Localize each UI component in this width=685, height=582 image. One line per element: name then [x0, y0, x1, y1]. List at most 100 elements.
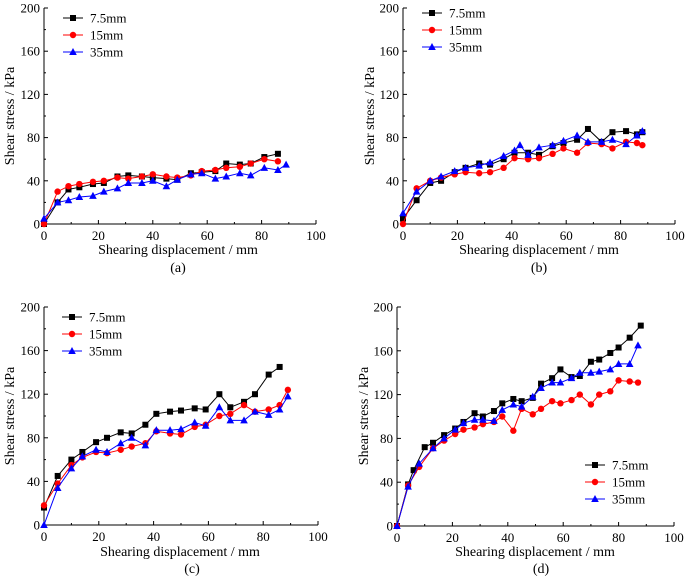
data-point: [471, 424, 478, 431]
data-point: [274, 150, 281, 157]
legend-label: 15mm: [449, 23, 482, 38]
y-tick-label: 80: [27, 130, 40, 145]
data-point: [54, 188, 61, 195]
data-point: [201, 421, 210, 429]
y-axis-label: Shear stress / kPa: [363, 66, 378, 165]
series-15mm: [399, 138, 646, 228]
data-point: [163, 173, 170, 180]
legend-entry: 35mm: [62, 344, 122, 359]
data-point: [162, 182, 171, 190]
data-point: [614, 359, 623, 367]
data-point: [549, 150, 556, 157]
data-point: [596, 391, 603, 398]
data-point: [76, 184, 83, 191]
data-point: [78, 452, 87, 460]
data-point: [103, 447, 111, 455]
data-point: [529, 411, 536, 418]
data-point: [633, 131, 641, 139]
panel-label: (b): [531, 261, 548, 276]
data-point: [568, 396, 575, 404]
data-point: [177, 425, 185, 433]
legend-label: 15mm: [612, 475, 645, 490]
data-point: [79, 448, 86, 455]
data-point: [138, 173, 146, 180]
data-point: [486, 168, 494, 176]
y-tick-label: 200: [21, 300, 41, 315]
data-point: [236, 163, 244, 170]
data-point: [451, 425, 459, 433]
data-point: [89, 178, 97, 186]
data-point: [479, 415, 487, 423]
data-point: [437, 172, 445, 180]
data-point: [274, 158, 282, 165]
data-point: [597, 137, 606, 145]
y-tick-label: 80: [27, 430, 40, 445]
data-point: [53, 483, 62, 491]
y-axis-label: Shear stress / kPa: [3, 366, 18, 465]
x-axis-label: Shearing displacement / mm: [459, 243, 619, 258]
data-point: [595, 367, 604, 375]
legend-entry: 35mm: [422, 40, 482, 55]
legend-entry: 35mm: [63, 45, 123, 60]
panel-label: (c): [184, 562, 200, 577]
series-line: [43, 389, 289, 506]
data-point: [166, 426, 174, 434]
y-tick-label: 40: [380, 475, 393, 490]
data-point: [216, 412, 223, 420]
series-35mm: [399, 127, 647, 217]
series-line: [396, 379, 639, 527]
data-point: [471, 410, 478, 417]
panel-label: (a): [170, 261, 186, 276]
legend-entry: 15mm: [63, 28, 123, 43]
data-point: [104, 434, 111, 441]
data-point: [426, 176, 434, 184]
chart-panel-a: 0 20 40 60 80 100 0 40 80 120 160 200 Shearing displ…: [3, 1, 326, 277]
data-point: [127, 433, 136, 441]
y-tick-label: 200: [21, 1, 41, 16]
data-point: [152, 426, 161, 434]
y-tick-label: 120: [380, 87, 400, 102]
x-tick-label: 100: [308, 529, 328, 544]
data-point: [574, 136, 581, 143]
data-point: [282, 160, 290, 168]
y-tick-label: 160: [21, 343, 41, 358]
data-point: [633, 139, 641, 147]
legend-entry: 7.5mm: [422, 6, 485, 21]
data-point: [65, 186, 72, 193]
data-point: [606, 365, 615, 373]
data-point: [475, 161, 483, 169]
data-point: [54, 472, 61, 479]
x-tick-label: 0: [394, 530, 401, 545]
legend-label: 7.5mm: [89, 310, 125, 325]
data-point: [573, 149, 581, 156]
data-point: [93, 439, 100, 446]
y-axis-label: Shear stress / kPa: [3, 66, 18, 165]
data-point: [549, 375, 556, 382]
data-point: [608, 135, 617, 143]
data-point: [173, 175, 182, 183]
y-tick-label: 80: [386, 130, 399, 145]
data-point: [284, 386, 292, 394]
x-tick-label: 40: [147, 529, 160, 544]
data-point: [511, 154, 518, 162]
data-point: [216, 391, 223, 398]
x-tick-label: 60: [201, 228, 214, 243]
y-tick-label: 160: [374, 343, 394, 358]
legend-entry: 15mm: [62, 327, 122, 342]
data-point: [623, 128, 630, 135]
data-point: [415, 459, 423, 467]
data-point: [510, 395, 517, 402]
data-point: [607, 388, 614, 395]
data-point: [212, 166, 219, 174]
data-point: [410, 467, 417, 474]
x-tick-label: 20: [451, 228, 464, 243]
chart-panel-c: 0 20 40 60 80 100 0 40 80 120 160 200 Shearing displ…: [3, 300, 328, 578]
x-tick-label: 40: [501, 530, 514, 545]
data-point: [227, 410, 234, 418]
data-point: [240, 416, 248, 424]
legend-marker: [428, 43, 436, 50]
data-point: [251, 391, 258, 398]
data-point: [149, 171, 156, 178]
y-tick-label: 40: [27, 173, 40, 188]
